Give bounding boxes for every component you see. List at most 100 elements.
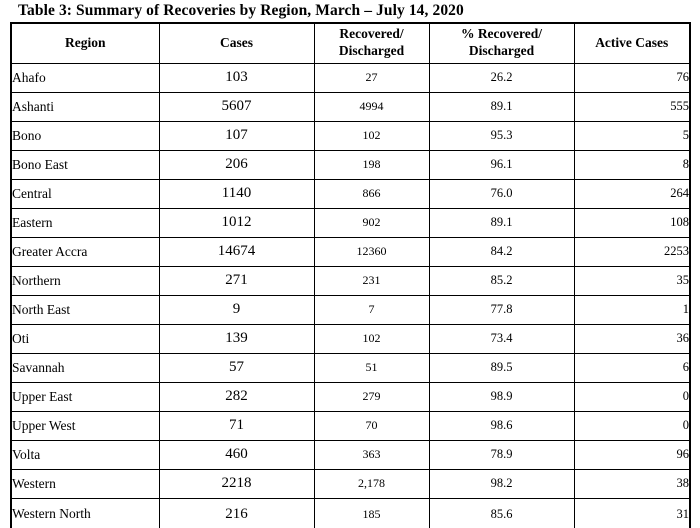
pct-recovered-cell: 85.6	[428, 497, 575, 528]
recovered-cell: 185	[313, 497, 430, 528]
recovered-cell: 7	[313, 294, 430, 325]
table-row: Eastern 1012 902 89.1 108	[10, 207, 691, 238]
active-cases-cell: 0	[573, 410, 691, 441]
cases-cell: 5607	[158, 91, 315, 122]
active-cases-cell: 35	[573, 265, 691, 296]
table-row: Upper West 71 70 98.6 0	[10, 410, 691, 441]
table-row: Upper East 282 279 98.9 0	[10, 381, 691, 412]
column-header-active-cases: Active Cases	[573, 22, 691, 64]
active-cases-cell: 36	[573, 323, 691, 354]
pct-recovered-cell: 78.9	[428, 439, 575, 470]
column-header-cases: Cases	[158, 22, 315, 64]
recovered-cell: 866	[313, 178, 430, 209]
recovered-cell: 70	[313, 410, 430, 441]
column-header-recovered: Recovered/ Discharged	[313, 22, 430, 64]
table-header-row: Region Cases Recovered/ Discharged % Rec…	[10, 22, 691, 64]
region-cell: Ahafo	[10, 62, 160, 93]
region-cell: Greater Accra	[10, 236, 160, 267]
region-cell: North East	[10, 294, 160, 325]
active-cases-cell: 6	[573, 352, 691, 383]
table-row: Ahafo 103 27 26.2 76	[10, 62, 691, 93]
cases-cell: 71	[158, 410, 315, 441]
active-cases-cell: 38	[573, 468, 691, 499]
recovered-cell: 4994	[313, 91, 430, 122]
pct-recovered-cell: 98.6	[428, 410, 575, 441]
active-cases-cell: 555	[573, 91, 691, 122]
recovered-cell: 51	[313, 352, 430, 383]
recovered-cell: 902	[313, 207, 430, 238]
active-cases-cell: 1	[573, 294, 691, 325]
region-cell: Bono	[10, 120, 160, 151]
column-header-pct-recovered: % Recovered/ Discharged	[428, 22, 575, 64]
pct-recovered-cell: 98.2	[428, 468, 575, 499]
active-cases-cell: 5	[573, 120, 691, 151]
region-cell: Central	[10, 178, 160, 209]
table-row: Bono 107 102 95.3 5	[10, 120, 691, 151]
cases-cell: 271	[158, 265, 315, 296]
cases-cell: 57	[158, 352, 315, 383]
region-cell: Ashanti	[10, 91, 160, 122]
cases-cell: 206	[158, 149, 315, 180]
region-cell: Oti	[10, 323, 160, 354]
table-row: Greater Accra 14674 12360 84.2 2253	[10, 236, 691, 267]
cases-cell: 9	[158, 294, 315, 325]
recovered-cell: 363	[313, 439, 430, 470]
column-header-region: Region	[10, 22, 160, 64]
cases-cell: 14674	[158, 236, 315, 267]
recovered-cell: 2,178	[313, 468, 430, 499]
pct-recovered-cell: 77.8	[428, 294, 575, 325]
cases-cell: 282	[158, 381, 315, 412]
region-cell: Eastern	[10, 207, 160, 238]
active-cases-cell: 8	[573, 149, 691, 180]
cases-cell: 216	[158, 497, 315, 528]
table-row: Savannah 57 51 89.5 6	[10, 352, 691, 383]
cases-cell: 460	[158, 439, 315, 470]
pct-recovered-cell: 89.5	[428, 352, 575, 383]
cases-cell: 103	[158, 62, 315, 93]
pct-recovered-cell: 89.1	[428, 207, 575, 238]
region-cell: Bono East	[10, 149, 160, 180]
cases-cell: 1140	[158, 178, 315, 209]
recovered-cell: 12360	[313, 236, 430, 267]
cases-cell: 2218	[158, 468, 315, 499]
region-cell: Northern	[10, 265, 160, 296]
table-row: Ashanti 5607 4994 89.1 555	[10, 91, 691, 122]
cases-cell: 1012	[158, 207, 315, 238]
pct-recovered-cell: 89.1	[428, 91, 575, 122]
table-row: Northern 271 231 85.2 35	[10, 265, 691, 296]
pct-recovered-cell: 26.2	[428, 62, 575, 93]
table-row: North East 9 7 77.8 1	[10, 294, 691, 325]
table-row: Bono East 206 198 96.1 8	[10, 149, 691, 180]
recovered-cell: 102	[313, 120, 430, 151]
pct-recovered-cell: 98.9	[428, 381, 575, 412]
recovered-cell: 279	[313, 381, 430, 412]
table-row: Volta 460 363 78.9 96	[10, 439, 691, 470]
recovered-cell: 102	[313, 323, 430, 354]
region-cell: Upper East	[10, 381, 160, 412]
pct-recovered-cell: 95.3	[428, 120, 575, 151]
recovered-cell: 198	[313, 149, 430, 180]
region-cell: Volta	[10, 439, 160, 470]
region-cell: Upper West	[10, 410, 160, 441]
region-cell: Savannah	[10, 352, 160, 383]
active-cases-cell: 264	[573, 178, 691, 209]
pct-recovered-cell: 73.4	[428, 323, 575, 354]
active-cases-cell: 0	[573, 381, 691, 412]
region-cell: Western North	[10, 497, 160, 528]
active-cases-cell: 96	[573, 439, 691, 470]
active-cases-cell: 108	[573, 207, 691, 238]
active-cases-cell: 76	[573, 62, 691, 93]
table-row: Oti 139 102 73.4 36	[10, 323, 691, 354]
recovered-cell: 27	[313, 62, 430, 93]
pct-recovered-cell: 76.0	[428, 178, 575, 209]
pct-recovered-cell: 84.2	[428, 236, 575, 267]
pct-recovered-cell: 96.1	[428, 149, 575, 180]
recovered-cell: 231	[313, 265, 430, 296]
table-title: Table 3: Summary of Recoveries by Region…	[18, 2, 464, 19]
table-row: Western North 216 185 85.6 31	[10, 497, 691, 528]
table-row: Central 1140 866 76.0 264	[10, 178, 691, 209]
active-cases-cell: 2253	[573, 236, 691, 267]
table-row: Western 2218 2,178 98.2 38	[10, 468, 691, 499]
cases-cell: 107	[158, 120, 315, 151]
